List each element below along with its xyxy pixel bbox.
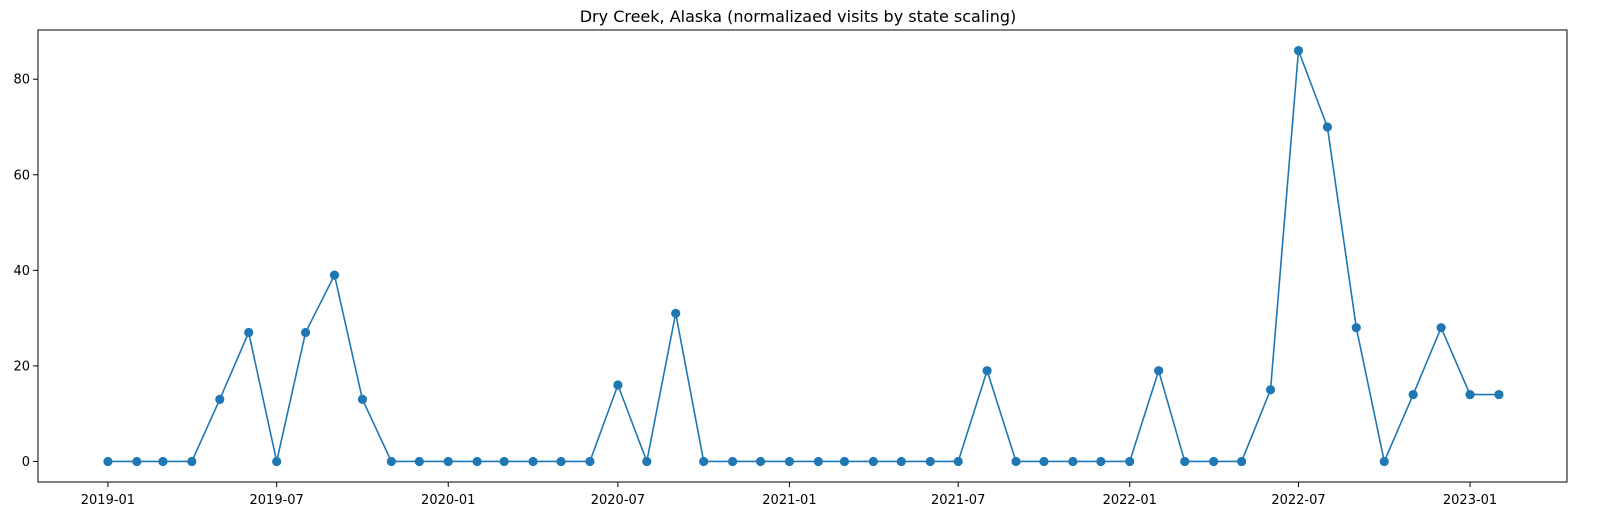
data-point — [642, 456, 652, 467]
x-tick-label: 2021-01 — [762, 493, 816, 508]
axes-layer: 0 20 40 60 80 2019-01 2019-07 2020-01 2020-07 202… — [13, 73, 1497, 508]
x-tick-label: 2022-07 — [1271, 493, 1325, 508]
data-point — [868, 456, 878, 467]
data-point — [443, 456, 453, 467]
data-point — [1011, 456, 1021, 467]
x-tick-label: 2023-01 — [1443, 493, 1497, 508]
data-point — [1293, 45, 1304, 56]
y-tick-label: 0 — [22, 455, 30, 470]
data-point — [1465, 389, 1475, 400]
chart-title: Dry Creek, Alaska (normalizaed visits by… — [580, 7, 1017, 26]
y-tick-label: 20 — [13, 359, 30, 374]
data-point — [1237, 456, 1247, 467]
data-point — [103, 456, 113, 467]
data-point — [699, 456, 709, 467]
data-point — [1209, 456, 1219, 467]
data-point — [414, 456, 424, 467]
data-point — [1039, 456, 1049, 467]
data-point — [953, 456, 963, 467]
data-point — [244, 327, 254, 338]
data-point — [1154, 366, 1164, 376]
data-point — [556, 456, 566, 467]
data-point — [300, 327, 311, 338]
data-point — [187, 456, 197, 467]
x-tick-label: 2022-01 — [1103, 493, 1157, 508]
data-point — [215, 394, 225, 404]
data-point — [1379, 456, 1389, 467]
data-point — [386, 456, 396, 467]
y-tick-label: 60 — [13, 168, 30, 183]
data-point — [839, 456, 850, 467]
data-point — [357, 394, 368, 404]
data-point — [982, 366, 992, 376]
series-layer — [103, 45, 1504, 467]
x-tick-label: 2019-07 — [250, 493, 304, 508]
data-point — [813, 456, 823, 467]
data-point — [1436, 323, 1446, 333]
data-point — [499, 456, 509, 467]
series-line — [107, 49, 1499, 463]
data-point — [1494, 389, 1504, 400]
data-point — [727, 456, 738, 467]
data-point — [585, 456, 595, 467]
x-tick-label: 2020-07 — [591, 493, 645, 508]
data-point — [1180, 456, 1190, 467]
x-tick-label: 2020-01 — [421, 493, 475, 508]
data-point — [132, 456, 142, 467]
data-point — [784, 456, 795, 467]
y-tick-label: 40 — [13, 264, 30, 279]
y-tick-label: 80 — [13, 73, 30, 88]
data-point — [158, 456, 168, 467]
data-point — [1125, 456, 1135, 467]
data-point — [528, 456, 538, 467]
data-point — [1322, 122, 1332, 132]
data-point — [472, 456, 482, 467]
data-point — [1068, 456, 1078, 467]
plot-frame — [37, 29, 1568, 483]
data-point — [671, 308, 681, 318]
data-point — [613, 380, 623, 390]
data-point — [755, 456, 766, 467]
data-point — [1351, 323, 1361, 333]
data-point — [1265, 385, 1276, 395]
x-tick-label: 2021-07 — [931, 493, 985, 508]
data-point — [329, 270, 340, 280]
data-point — [925, 456, 935, 467]
data-point — [272, 456, 282, 467]
data-point — [1408, 389, 1418, 400]
x-tick-label: 2019-01 — [81, 493, 135, 508]
data-point — [896, 456, 906, 467]
data-point — [1096, 456, 1106, 467]
